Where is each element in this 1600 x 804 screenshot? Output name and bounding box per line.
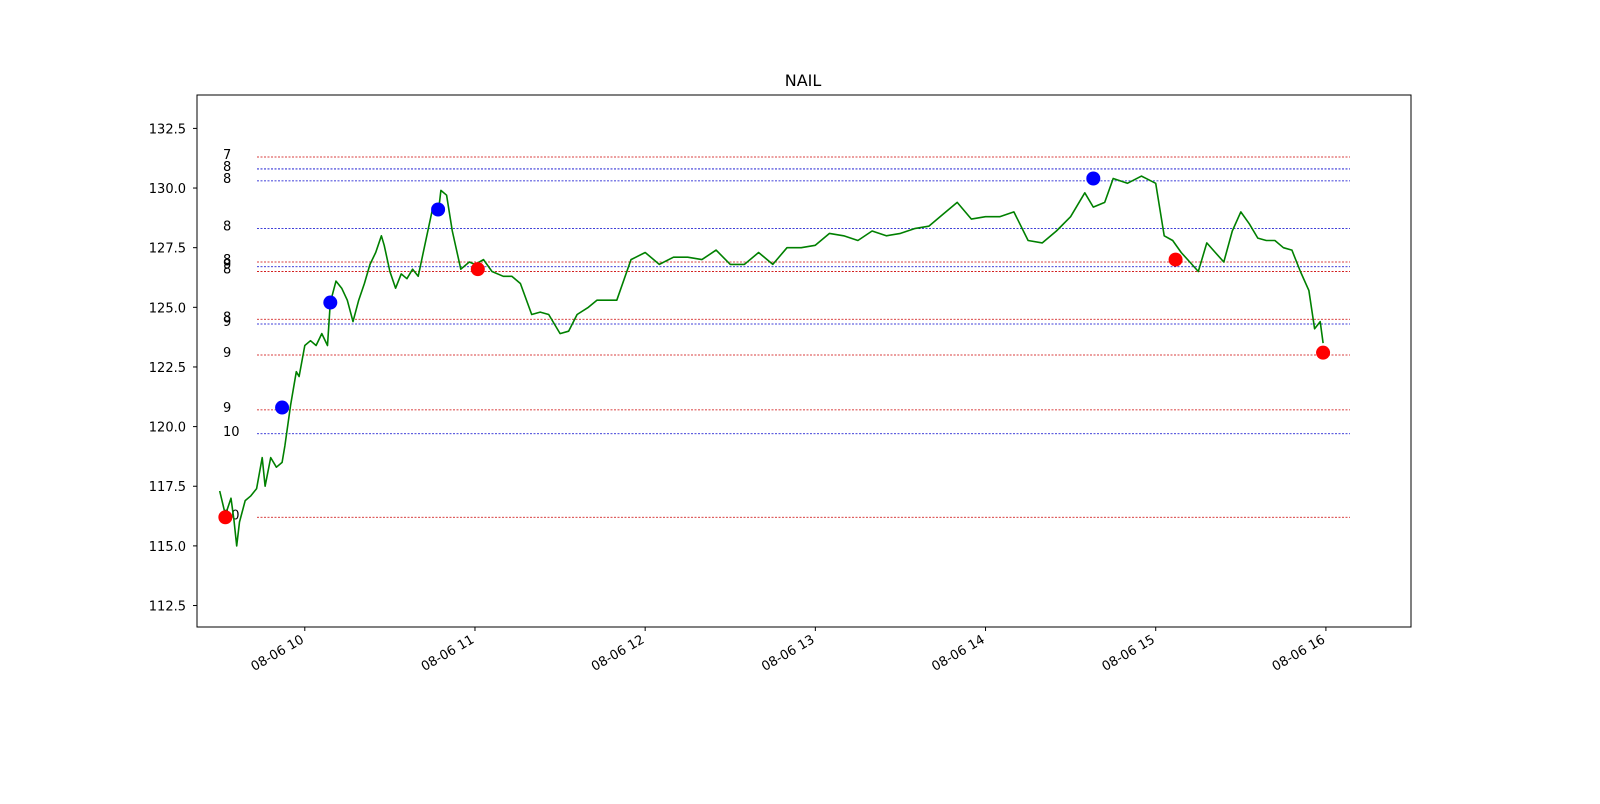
level-label-0: 7 bbox=[223, 148, 231, 163]
level-label-3: 8 bbox=[223, 220, 231, 235]
price-line bbox=[218, 175, 1324, 547]
y-axis: 112.5 115.0 117.5 120.0 122.5 125.0 127.5 130.0… bbox=[149, 122, 197, 615]
buy-marker-1 bbox=[323, 295, 338, 310]
buy-marker-0 bbox=[275, 400, 290, 415]
chart-title: NAIL bbox=[785, 71, 822, 90]
y-tick-label-4: 122.5 bbox=[149, 361, 186, 376]
trade-markers bbox=[218, 171, 1331, 525]
level-label-9: 9 bbox=[223, 346, 231, 361]
y-tick-label-6: 127.5 bbox=[149, 242, 186, 257]
sell-marker-0 bbox=[218, 510, 233, 525]
y-tick-label-5: 125.0 bbox=[149, 301, 186, 316]
buy-marker-2 bbox=[431, 202, 446, 217]
level-label-2: 8 bbox=[223, 172, 231, 187]
level-label-10: 9 bbox=[223, 401, 231, 416]
y-tick-label-7: 130.0 bbox=[149, 182, 186, 197]
y-tick-label-1: 115.0 bbox=[149, 540, 186, 555]
sell-marker-1 bbox=[470, 262, 485, 277]
level-label-6: 8 bbox=[223, 263, 231, 278]
level-label-7: 8 bbox=[223, 310, 231, 325]
level-label-1: 8 bbox=[223, 160, 231, 175]
sell-marker-2 bbox=[1168, 252, 1183, 267]
level-label-11: 10 bbox=[223, 425, 240, 440]
level-label-5: 9 bbox=[223, 258, 231, 273]
y-tick-label-2: 117.5 bbox=[149, 480, 186, 495]
y-tick-label-8: 132.5 bbox=[149, 122, 186, 137]
y-tick-label-3: 120.0 bbox=[149, 421, 186, 436]
price-series bbox=[218, 175, 1324, 547]
buy-marker-3 bbox=[1086, 171, 1101, 186]
level-lines: 788889889991010 bbox=[223, 148, 1350, 523]
sell-marker-3 bbox=[1316, 345, 1331, 360]
level-label-4: 8 bbox=[223, 253, 231, 268]
y-tick-label-0: 112.5 bbox=[149, 600, 186, 615]
plot-area-frame bbox=[196, 94, 1412, 628]
level-label-8: 9 bbox=[223, 315, 231, 330]
